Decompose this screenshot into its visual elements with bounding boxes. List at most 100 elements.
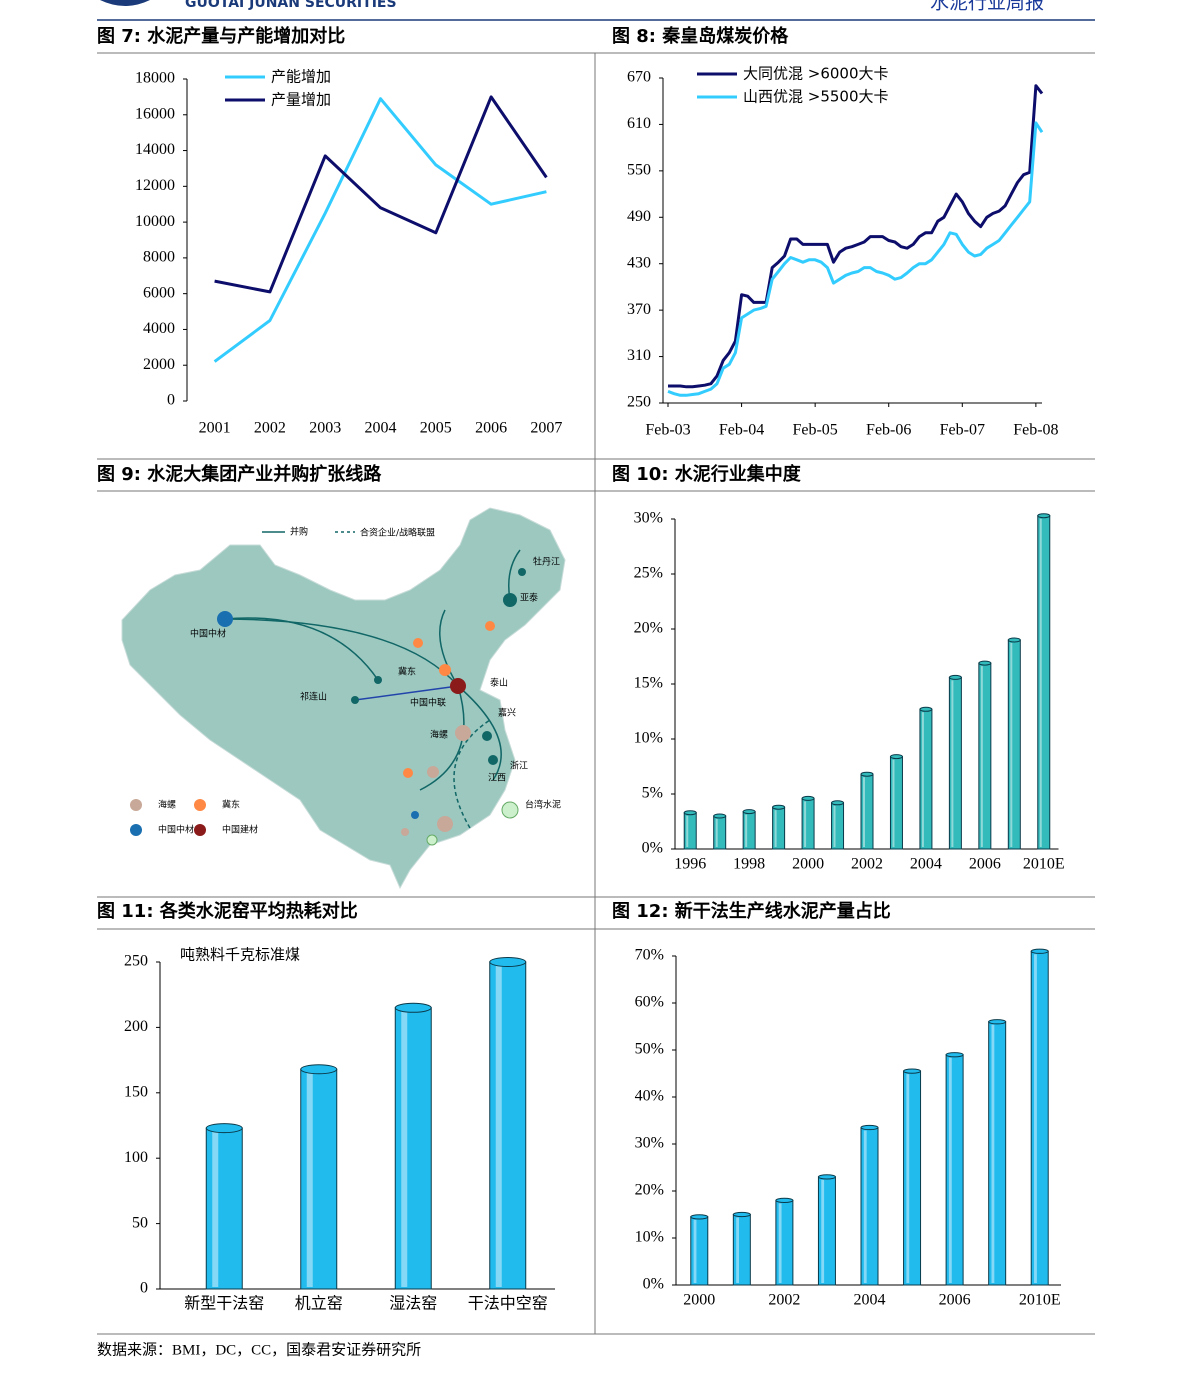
x-tick-label: Feb-07 <box>940 422 985 439</box>
bar-cap <box>801 795 815 801</box>
bar <box>300 1068 338 1290</box>
figure-title: 图 9: 水泥大集团产业并购扩张线路 <box>97 463 382 485</box>
dot <box>427 766 439 778</box>
x-tick-label: 2002 <box>768 1292 800 1309</box>
x-tick-label: 2000 <box>792 856 824 873</box>
y-tick-label: 550 <box>627 162 651 179</box>
y-tick-label: 40% <box>635 1088 664 1105</box>
y-tick-label: 0 <box>167 392 175 409</box>
bar <box>772 806 786 850</box>
dot <box>374 676 382 684</box>
bar <box>831 802 845 850</box>
x-tick-label: 2010E <box>1023 856 1065 873</box>
x-tick-label: 2004 <box>854 1292 886 1309</box>
bar <box>817 1176 836 1286</box>
dot <box>488 755 498 765</box>
y-tick-label: 12000 <box>135 177 175 194</box>
y-tick-label: 10% <box>634 730 663 747</box>
y-tick-label: 0% <box>642 840 663 857</box>
y-tick-label: 250 <box>627 394 651 411</box>
y-tick-label: 20% <box>634 620 663 637</box>
dot <box>437 816 453 832</box>
bar-cap <box>772 804 786 810</box>
source-note: 数据来源：BMI，DC，CC，国泰君安证券研究所 <box>97 1341 421 1358</box>
bar-cap <box>690 1214 709 1220</box>
y-tick-label: 50 <box>132 1214 148 1231</box>
y-tick-label: 14000 <box>135 141 175 158</box>
bar-cap <box>1007 637 1021 643</box>
series-line <box>667 121 1044 397</box>
dot <box>403 768 413 778</box>
x-tick-label: 机立窑 <box>295 1295 343 1313</box>
x-tick-label: 2004 <box>365 420 397 437</box>
bar <box>394 1007 432 1290</box>
legend-label: 产能增加 <box>271 68 331 86</box>
y-tick-label: 70% <box>635 947 664 964</box>
x-tick-label: 2006 <box>475 420 507 437</box>
x-tick-label: Feb-04 <box>719 422 764 439</box>
legend-label: 大同优混 >6000大卡 <box>743 65 889 83</box>
dot <box>450 678 466 694</box>
bar-cap <box>713 813 727 819</box>
map-label: 中国中材 <box>190 628 226 640</box>
bar <box>860 1127 879 1286</box>
bar <box>1007 639 1021 850</box>
y-tick-label: 2000 <box>143 356 175 373</box>
bar <box>775 1199 794 1286</box>
x-tick-label: 2010E <box>1019 1292 1061 1309</box>
bar <box>489 961 527 1290</box>
bar <box>945 1054 964 1286</box>
frame <box>97 52 1095 1335</box>
map-label: 台湾水泥 <box>525 799 561 811</box>
logo <box>100 0 150 6</box>
x-tick-label: Feb-08 <box>1013 422 1058 439</box>
x-tick-label: 2006 <box>939 1292 971 1309</box>
map-label: 泰山 <box>490 677 508 689</box>
bar-cap <box>1037 513 1051 519</box>
y-tick-label: 6000 <box>143 284 175 301</box>
bar-cap <box>945 1052 964 1058</box>
bar <box>919 708 933 850</box>
y-tick-label: 370 <box>627 301 651 318</box>
dot <box>413 638 423 648</box>
legend-dot <box>130 799 142 811</box>
bar-cap <box>775 1197 794 1204</box>
bar-cap <box>988 1019 1007 1025</box>
x-tick-label: 2002 <box>254 420 286 437</box>
bar-cap <box>903 1068 922 1074</box>
y-tick-label: 0% <box>643 1276 664 1293</box>
figure-title: 图 8: 秦皇岛煤炭价格 <box>612 25 789 47</box>
dot <box>455 725 471 741</box>
arrow <box>224 617 379 681</box>
y-tick-label: 8000 <box>143 249 175 266</box>
y-tick-label: 4000 <box>143 320 175 337</box>
unit-label: 吨熟料千克标准煤 <box>180 946 300 964</box>
y-tick-label: 150 <box>124 1083 148 1100</box>
map-label: 祁连山 <box>300 691 327 703</box>
bar-cap <box>860 1124 879 1131</box>
arrow <box>453 719 491 829</box>
bar <box>683 812 697 850</box>
series-line <box>214 95 548 294</box>
arrows <box>224 531 521 829</box>
bar-cap <box>1030 948 1049 954</box>
bar <box>889 756 903 850</box>
bar-cap <box>489 957 527 967</box>
map-legend-label: 冀东 <box>222 799 240 811</box>
series-line <box>668 84 1044 389</box>
figure-title: 图 10: 水泥行业集中度 <box>612 463 802 485</box>
y-tick-label: 670 <box>627 69 651 86</box>
bar <box>690 1216 709 1286</box>
arrow <box>439 609 459 687</box>
x-tick-label: 1996 <box>674 856 706 873</box>
arrow <box>457 685 502 781</box>
y-tick-label: 25% <box>634 565 663 582</box>
dot <box>411 811 419 819</box>
dot <box>518 568 526 576</box>
y-tick-label: 200 <box>124 1018 148 1035</box>
y-tick-label: 50% <box>635 1041 664 1058</box>
dot <box>501 801 519 819</box>
bar-cap <box>732 1211 751 1218</box>
y-tick-label: 430 <box>627 254 651 271</box>
map-label: 牡丹江 <box>533 556 560 568</box>
